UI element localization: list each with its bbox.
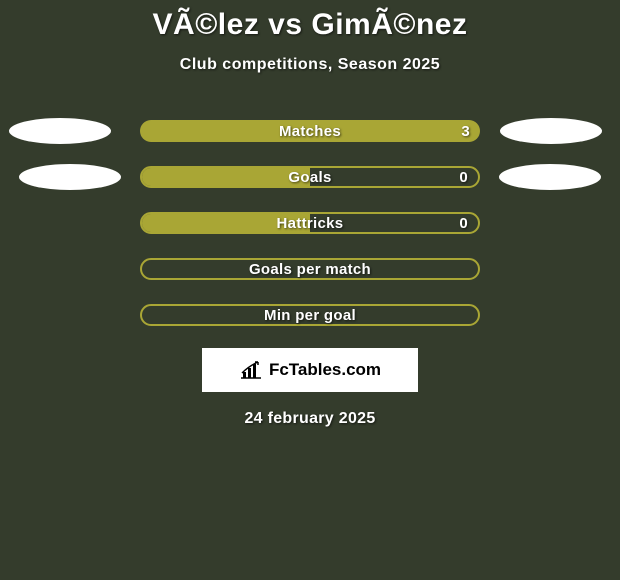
stat-value-right: 0 [459,215,468,232]
subtitle: Club competitions, Season 2025 [0,56,620,74]
stat-label: Hattricks [277,215,344,232]
stat-pill: Matches 3 [140,120,480,142]
stat-label: Goals [288,169,331,186]
stat-rows: Matches 3 Goals 0 Hattricks 0 Goals per match M… [0,120,620,326]
stat-row: Matches 3 [0,120,620,142]
brand-text: FcTables.com [269,360,381,380]
stat-pill: Min per goal [140,304,480,326]
date-text: 24 february 2025 [0,410,620,428]
comparison-card: VÃ©lez vs GimÃ©nez Club competitions, Se… [0,0,620,428]
stat-pill: Goals per match [140,258,480,280]
bar-chart-icon [239,360,263,380]
stat-row: Min per goal [0,304,620,326]
stat-pill: Hattricks 0 [140,212,480,234]
stat-label: Min per goal [264,307,356,324]
brand-logo: FcTables.com [202,348,418,392]
stat-row: Goals per match [0,258,620,280]
player-left-ellipse [19,164,121,190]
stat-value-right: 0 [459,169,468,186]
page-title: VÃ©lez vs GimÃ©nez [0,8,620,42]
stat-label: Matches [279,123,341,140]
player-left-ellipse [9,118,111,144]
stat-label: Goals per match [249,261,371,278]
stat-value-right: 3 [461,123,470,140]
stat-pill: Goals 0 [140,166,480,188]
stat-row: Goals 0 [0,166,620,188]
player-right-ellipse [499,164,601,190]
player-right-ellipse [500,118,602,144]
stat-row: Hattricks 0 [0,212,620,234]
